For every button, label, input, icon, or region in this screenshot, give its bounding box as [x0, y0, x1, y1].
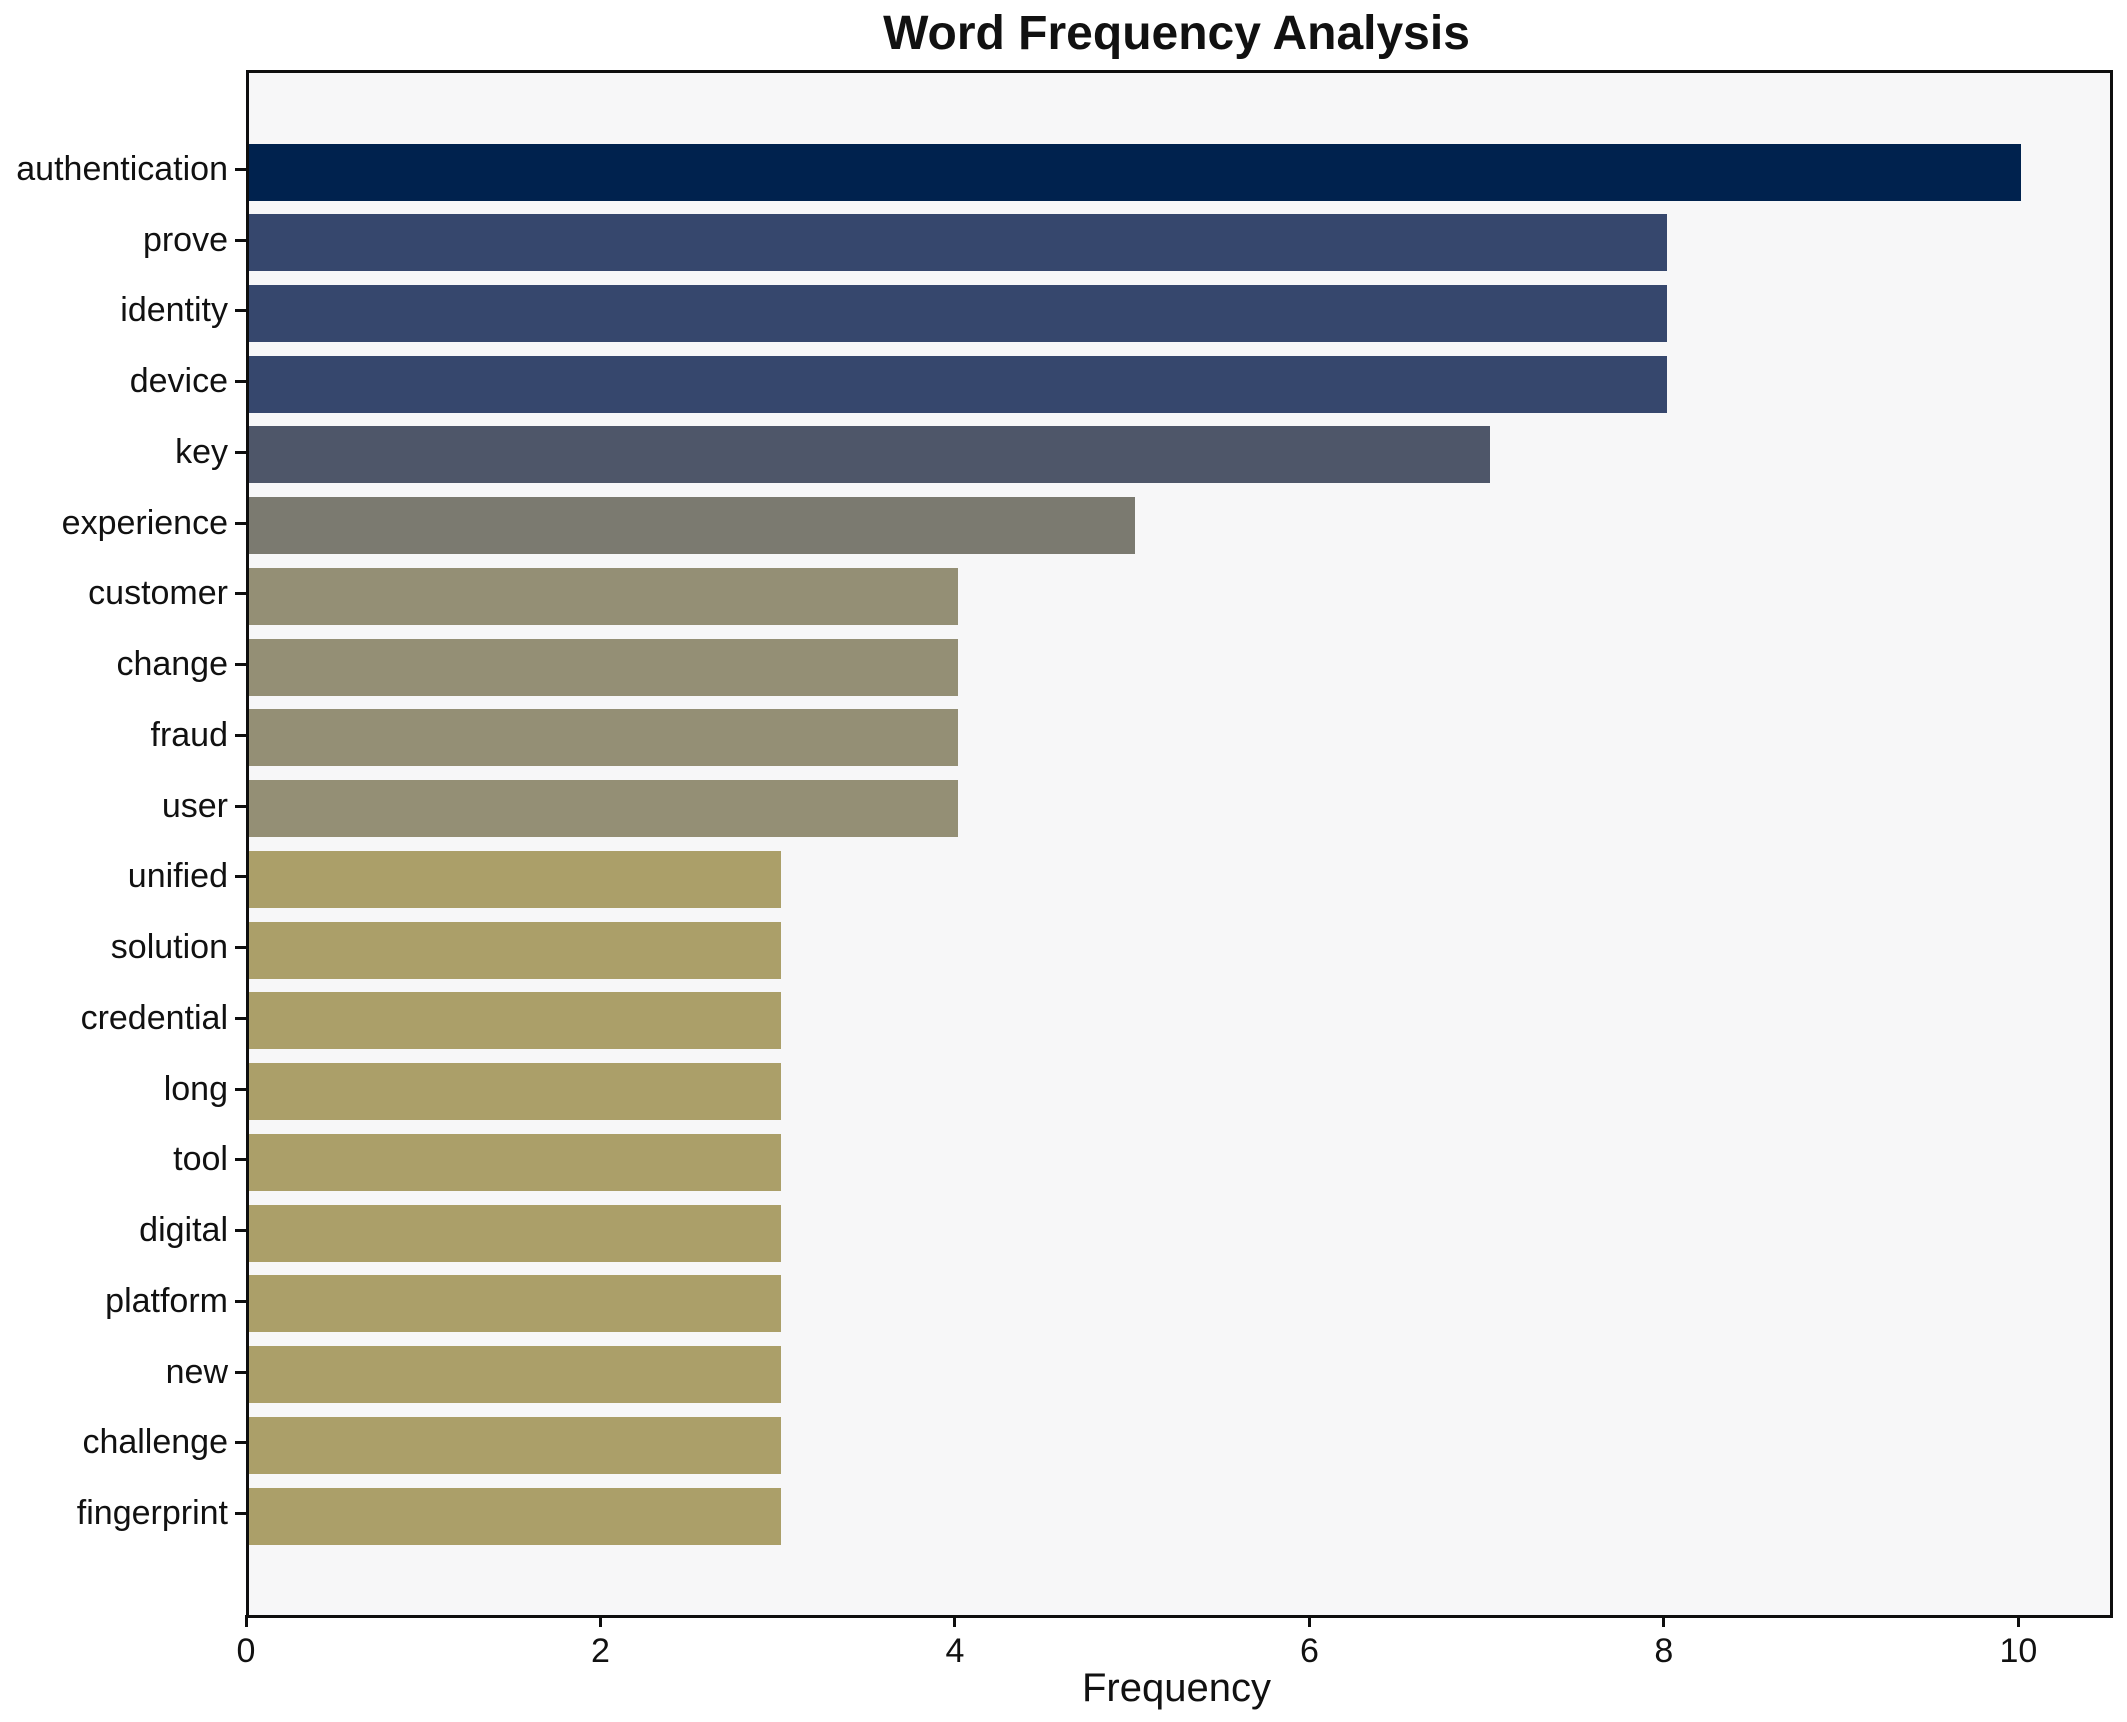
x-tick-label-4: 4	[945, 1632, 965, 1670]
y-tick-label-authentication: authentication	[16, 150, 228, 188]
bar-change	[249, 638, 958, 696]
bar-tool	[249, 1133, 781, 1191]
y-tick-mark	[235, 1016, 247, 1020]
bar-digital	[249, 1204, 781, 1262]
bar-solution	[249, 921, 781, 979]
bar-key	[249, 426, 1490, 484]
x-tick-mark	[244, 1615, 248, 1627]
y-tick-mark	[235, 946, 247, 950]
y-tick-mark	[235, 380, 247, 384]
bar-platform	[249, 1275, 781, 1333]
y-tick-mark	[235, 1370, 247, 1374]
y-tick-label-tool: tool	[173, 1140, 228, 1179]
x-tick-mark	[2016, 1615, 2020, 1627]
bar-fingerprint	[249, 1487, 781, 1545]
y-tick-label-solution: solution	[110, 928, 228, 967]
bar-unified	[249, 850, 781, 908]
y-tick-mark	[235, 592, 247, 596]
y-tick-mark	[235, 521, 247, 525]
y-tick-mark	[235, 1229, 247, 1233]
bar-experience	[249, 497, 1136, 555]
x-tick-label-8: 8	[1654, 1632, 1674, 1670]
bar-customer	[249, 567, 958, 625]
bar-new	[249, 1346, 781, 1404]
y-tick-mark	[235, 875, 247, 879]
y-tick-mark	[235, 663, 247, 667]
y-tick-mark	[235, 309, 247, 313]
bar-user	[249, 780, 958, 838]
y-tick-label-platform: platform	[105, 1281, 228, 1320]
bar-long	[249, 1063, 781, 1121]
y-tick-mark	[235, 1299, 247, 1303]
y-tick-label-challenge: challenge	[82, 1423, 228, 1462]
y-tick-label-device: device	[129, 362, 228, 401]
y-tick-label-prove: prove	[142, 220, 228, 259]
y-tick-mark	[235, 1512, 247, 1515]
y-tick-label-change: change	[116, 645, 228, 684]
x-tick-mark	[598, 1615, 602, 1627]
bar-device	[249, 355, 1667, 413]
x-tick-mark	[1662, 1615, 1666, 1627]
y-tick-label-experience: experience	[61, 503, 228, 542]
y-tick-mark	[235, 1087, 247, 1091]
y-tick-label-customer: customer	[88, 574, 228, 613]
bar-identity	[249, 284, 1667, 342]
x-tick-mark	[1307, 1615, 1311, 1627]
y-tick-mark	[235, 1441, 247, 1445]
x-tick-label-2: 2	[591, 1632, 610, 1670]
x-tick-label-10: 10	[1999, 1632, 2038, 1670]
y-tick-label-fingerprint: fingerprint	[76, 1494, 228, 1532]
bar-prove	[249, 214, 1667, 272]
bar-credential	[249, 992, 781, 1050]
x-tick-label-6: 6	[1299, 1632, 1319, 1670]
bar-challenge	[249, 1416, 781, 1474]
y-tick-label-new: new	[165, 1352, 228, 1391]
y-tick-mark	[235, 168, 247, 171]
bar-fraud	[249, 709, 958, 767]
y-tick-mark	[235, 238, 247, 242]
y-tick-label-digital: digital	[139, 1211, 228, 1250]
y-tick-mark	[235, 804, 247, 808]
x-tick-mark	[953, 1615, 957, 1627]
y-tick-mark	[235, 450, 247, 454]
x-tick-label-0: 0	[236, 1632, 256, 1670]
y-tick-label-key: key	[175, 432, 228, 471]
y-tick-label-fraud: fraud	[150, 715, 229, 754]
y-tick-label-identity: identity	[120, 291, 228, 330]
y-tick-label-user: user	[161, 786, 228, 825]
chart-title: Word Frequency Analysis	[883, 7, 1470, 60]
y-tick-label-unified: unified	[127, 857, 228, 896]
y-tick-mark	[235, 1158, 247, 1162]
y-tick-label-credential: credential	[80, 998, 228, 1037]
bar-authentication	[249, 143, 2022, 201]
y-tick-mark	[235, 733, 247, 737]
plot-area	[246, 70, 2113, 1618]
x-axis-label: Frequency	[1082, 1666, 1271, 1710]
y-tick-label-long: long	[163, 1069, 228, 1108]
